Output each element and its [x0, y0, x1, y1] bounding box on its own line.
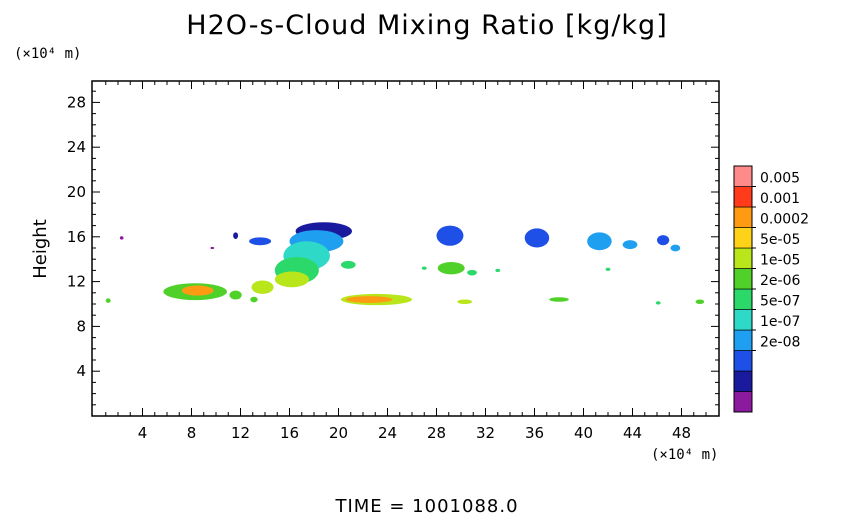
colorbar-swatch — [733, 350, 753, 372]
cloud-region — [622, 240, 638, 250]
cloud-region — [229, 290, 242, 300]
colorbar-swatch — [733, 309, 753, 331]
cloud-region — [119, 236, 124, 240]
colorbar-label: 5e-05 — [760, 232, 800, 248]
x-tick-label: 24 — [378, 424, 397, 442]
colorbar-swatch — [733, 186, 753, 208]
x-unit-label: (×10⁴ m) — [651, 447, 719, 463]
cloud-region — [421, 266, 427, 270]
x-tick-label: 20 — [329, 424, 348, 442]
colorbar-swatch — [733, 247, 753, 269]
cloud-region — [181, 285, 214, 296]
x-tick-label: 16 — [280, 424, 299, 442]
cloud-region — [210, 246, 215, 250]
cloud-region — [436, 225, 464, 246]
cloud-region — [524, 228, 550, 248]
y-tick-label: 28 — [67, 93, 86, 111]
x-tick-label: 28 — [427, 424, 446, 442]
plot-frame — [91, 80, 720, 417]
colorbar-swatch — [733, 329, 753, 351]
cloud-region — [495, 268, 501, 273]
colorbar-swatch — [733, 370, 753, 392]
chart-title: H2O-s-Cloud Mixing Ratio [kg/kg] — [186, 10, 668, 41]
y-axis-label: Height — [30, 219, 51, 279]
x-tick-label: 40 — [574, 424, 593, 442]
colorbar-swatch — [733, 165, 753, 187]
colorbar-label: 2e-06 — [760, 273, 800, 289]
cloud-region — [457, 299, 473, 305]
colorbar-label: 2e-08 — [760, 335, 800, 351]
x-tick-label: 4 — [138, 424, 148, 442]
y-unit-label: (×10⁴ m) — [14, 46, 82, 62]
cloud-region — [340, 260, 356, 269]
colorbar-label: 5e-07 — [760, 294, 800, 310]
y-tick-label: 8 — [76, 317, 86, 335]
y-tick-label: 24 — [67, 138, 86, 156]
y-tick-label: 20 — [67, 183, 86, 201]
colorbar-label: 1e-07 — [760, 314, 800, 330]
cloud-region — [345, 296, 393, 303]
colorbar-swatch — [733, 391, 753, 413]
colorbar-swatch — [733, 268, 753, 290]
colorbar: 0.005 0.001 0.0002 5e-05 1e-05 2e-06 5e-07 1e-0… — [733, 165, 809, 413]
time-label: TIME = 1001088.0 — [335, 496, 519, 517]
cloud-region — [657, 235, 670, 246]
cloud-region — [105, 298, 111, 303]
cloud-region — [467, 269, 477, 276]
cloud-region — [274, 271, 310, 288]
x-tick-label: 12 — [231, 424, 250, 442]
y-tick-label: 16 — [67, 228, 86, 246]
x-tick-label: 8 — [187, 424, 197, 442]
x-tick-label: 44 — [623, 424, 642, 442]
x-tick-label: 32 — [476, 424, 495, 442]
y-tick-label: 4 — [76, 362, 86, 380]
colorbar-label: 1e-05 — [760, 253, 800, 269]
cloud-region — [233, 232, 239, 240]
colorbar-label: 0.0002 — [760, 212, 809, 228]
cloud-region — [587, 232, 612, 251]
cloud-region — [549, 297, 569, 302]
x-tick-label: 36 — [525, 424, 544, 442]
cloud-region — [605, 267, 611, 271]
colorbar-label: 0.005 — [760, 171, 800, 187]
colorbar-label: 0.001 — [760, 191, 800, 207]
cloud-region — [437, 262, 465, 275]
data-regions — [105, 222, 705, 306]
cloud-region — [695, 299, 705, 305]
colorbar-swatch — [733, 227, 753, 249]
colorbar-swatch — [733, 206, 753, 228]
y-tick-label: 12 — [67, 273, 86, 291]
cloud-region — [249, 237, 272, 246]
cloud-region — [250, 296, 258, 303]
cloud-region — [655, 301, 661, 305]
cloud-region — [670, 244, 681, 252]
cloud-region — [251, 280, 274, 294]
x-tick-label: 48 — [672, 424, 691, 442]
colorbar-swatch — [733, 288, 753, 310]
